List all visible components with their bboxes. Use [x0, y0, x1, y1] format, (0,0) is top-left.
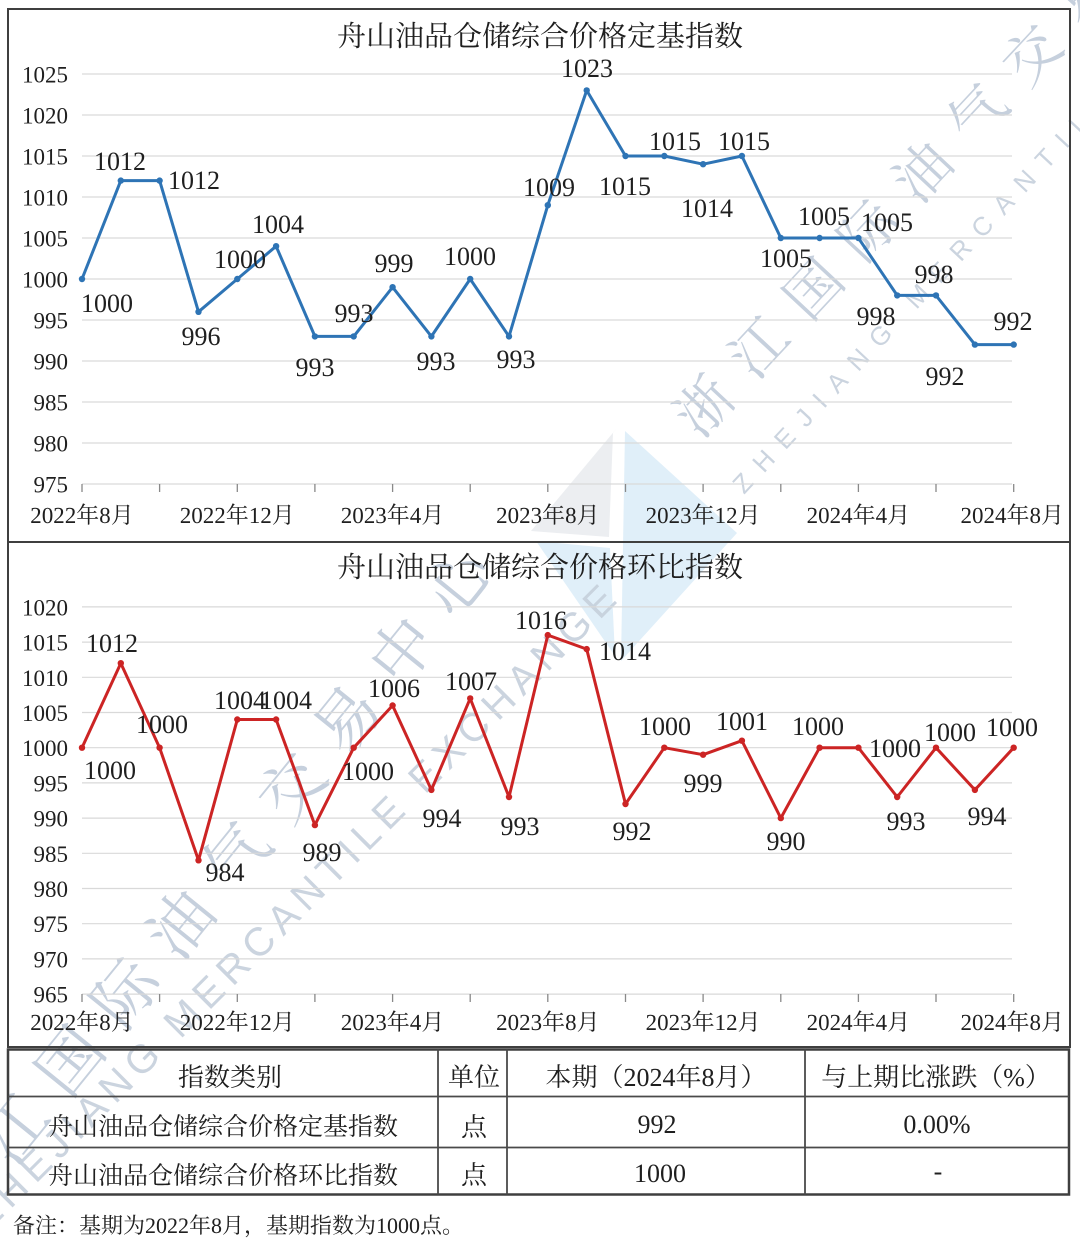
- svg-text:1000: 1000: [81, 289, 133, 318]
- svg-text:1020: 1020: [22, 595, 68, 620]
- svg-text:1015: 1015: [22, 145, 68, 170]
- svg-text:1014: 1014: [681, 194, 733, 223]
- svg-text:999: 999: [684, 769, 723, 798]
- svg-text:1023: 1023: [561, 54, 613, 83]
- svg-text:1015: 1015: [599, 172, 651, 201]
- svg-text:1000: 1000: [22, 268, 68, 293]
- svg-text:993: 993: [497, 345, 536, 374]
- svg-text:0.00%: 0.00%: [903, 1110, 970, 1139]
- svg-text:998: 998: [857, 302, 896, 331]
- svg-text:1004: 1004: [214, 686, 266, 715]
- svg-text:985: 985: [34, 391, 69, 416]
- svg-text:999: 999: [375, 249, 414, 278]
- svg-text:993: 993: [501, 812, 540, 841]
- svg-text:1005: 1005: [861, 208, 913, 237]
- svg-text:1010: 1010: [22, 186, 68, 211]
- svg-text:992: 992: [926, 362, 965, 391]
- svg-text:1015: 1015: [649, 127, 701, 156]
- svg-text:1000: 1000: [869, 734, 921, 763]
- svg-text:980: 980: [34, 877, 69, 902]
- svg-text:992: 992: [613, 817, 652, 846]
- svg-text:994: 994: [968, 802, 1007, 831]
- svg-text:1000: 1000: [444, 242, 496, 271]
- svg-text:1012: 1012: [94, 147, 146, 176]
- svg-text:995: 995: [34, 309, 69, 334]
- svg-text:990: 990: [767, 827, 806, 856]
- svg-text:1014: 1014: [599, 637, 651, 666]
- svg-text:996: 996: [182, 322, 221, 351]
- svg-text:1005: 1005: [22, 227, 68, 252]
- svg-text:1015: 1015: [22, 631, 68, 656]
- svg-text:1000: 1000: [214, 245, 266, 274]
- svg-text:1000: 1000: [986, 713, 1038, 742]
- svg-text:1004: 1004: [252, 210, 304, 239]
- svg-text:1005: 1005: [798, 202, 850, 231]
- svg-text:1012: 1012: [86, 629, 138, 658]
- svg-text:965: 965: [34, 983, 69, 1008]
- svg-text:975: 975: [34, 473, 69, 498]
- svg-text:993: 993: [417, 347, 456, 376]
- svg-text:994: 994: [423, 804, 462, 833]
- svg-text:992: 992: [638, 1110, 677, 1139]
- svg-text:985: 985: [34, 842, 69, 867]
- svg-text:1004: 1004: [260, 686, 312, 715]
- svg-text:975: 975: [34, 912, 69, 937]
- svg-text:1005: 1005: [760, 244, 812, 273]
- svg-text:1001: 1001: [716, 707, 768, 736]
- svg-text:989: 989: [303, 838, 342, 867]
- svg-text:998: 998: [915, 260, 954, 289]
- svg-text:1005: 1005: [22, 701, 68, 726]
- svg-text:1000: 1000: [342, 757, 394, 786]
- svg-text:1010: 1010: [22, 666, 68, 691]
- svg-text:1025: 1025: [22, 63, 68, 88]
- svg-text:993: 993: [296, 353, 335, 382]
- svg-text:1006: 1006: [368, 674, 420, 703]
- svg-text:1000: 1000: [22, 736, 68, 761]
- svg-text:1000: 1000: [792, 712, 844, 741]
- svg-text:993: 993: [335, 299, 374, 328]
- svg-text:1000: 1000: [84, 756, 136, 785]
- svg-text:1009: 1009: [523, 173, 575, 202]
- svg-text:990: 990: [34, 807, 69, 832]
- svg-text:993: 993: [887, 807, 926, 836]
- svg-text:990: 990: [34, 350, 69, 375]
- svg-text:ZHEJIANG MERCANTILE EXCHANGE: ZHEJIANG MERCANTILE EXCHANGE: [0, 572, 630, 1238]
- svg-text:995: 995: [34, 771, 69, 796]
- svg-text:1020: 1020: [22, 104, 68, 129]
- svg-text:1000: 1000: [639, 712, 691, 741]
- svg-text:1016: 1016: [515, 606, 567, 635]
- svg-text:1012: 1012: [168, 166, 220, 195]
- svg-text:984: 984: [206, 858, 245, 887]
- svg-text:980: 980: [34, 432, 69, 457]
- svg-text:992: 992: [994, 307, 1033, 336]
- svg-text:1007: 1007: [445, 667, 497, 696]
- svg-text:1000: 1000: [924, 718, 976, 747]
- svg-text:1000: 1000: [136, 710, 188, 739]
- svg-text:1000: 1000: [634, 1159, 686, 1188]
- svg-text:-: -: [934, 1157, 943, 1186]
- svg-text:1015: 1015: [718, 127, 770, 156]
- svg-text:970: 970: [34, 947, 69, 972]
